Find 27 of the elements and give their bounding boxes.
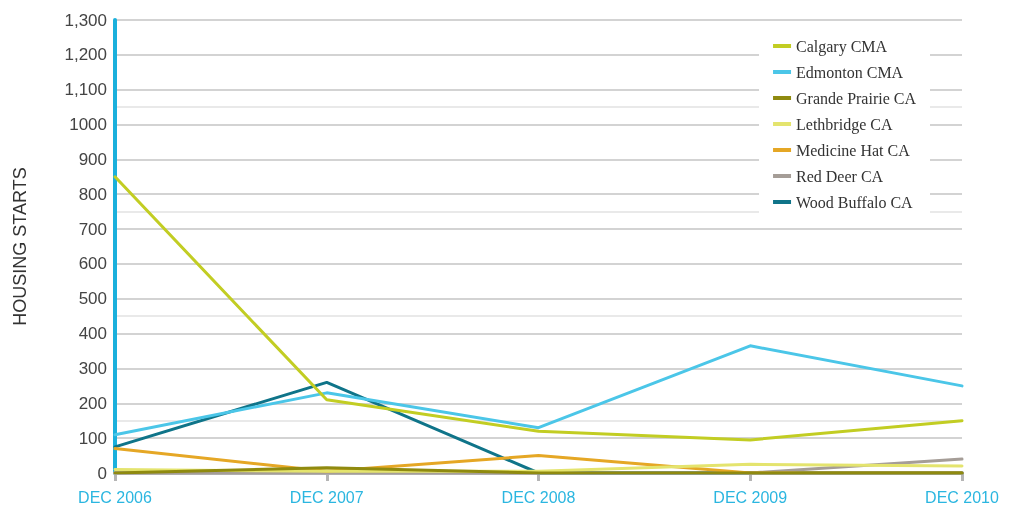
- y-tick-label: 100: [78, 428, 107, 448]
- legend-label: Calgary CMA: [796, 37, 888, 56]
- y-tick-label: 1,200: [64, 45, 107, 65]
- y-tick-label: 800: [78, 184, 107, 204]
- y-tick-label: 1,100: [64, 80, 107, 100]
- y-tick-label: 500: [78, 289, 107, 309]
- x-tick-label: DEC 2008: [501, 488, 576, 506]
- x-tick-label: DEC 2006: [78, 488, 153, 506]
- y-tick-label: 300: [78, 358, 107, 378]
- legend-label: Wood Buffalo CA: [796, 193, 914, 211]
- y-tick-label: 0: [97, 463, 107, 483]
- y-tick-label: 200: [78, 393, 107, 413]
- x-tick-label: DEC 2007: [289, 488, 364, 506]
- y-tick-label: 600: [78, 254, 107, 274]
- y-tick-label: 1000: [69, 115, 107, 135]
- y-axis-title: HOUSING STARTS: [10, 167, 30, 326]
- x-tick-label: DEC 2009: [713, 488, 788, 506]
- legend-label: Lethbridge CA: [796, 115, 893, 134]
- legend-label: Edmonton CMA: [796, 63, 904, 81]
- y-tick-label: 1,300: [64, 10, 107, 30]
- legend-label: Grande Prairie CA: [796, 89, 917, 107]
- legend-label: Red Deer CA: [796, 167, 884, 185]
- x-tick-label: DEC 2010: [925, 488, 1000, 506]
- y-tick-label: 700: [78, 219, 107, 239]
- y-tick-label: 400: [78, 324, 107, 344]
- legend-label: Medicine Hat CA: [796, 141, 911, 159]
- y-tick-label: 900: [78, 149, 107, 169]
